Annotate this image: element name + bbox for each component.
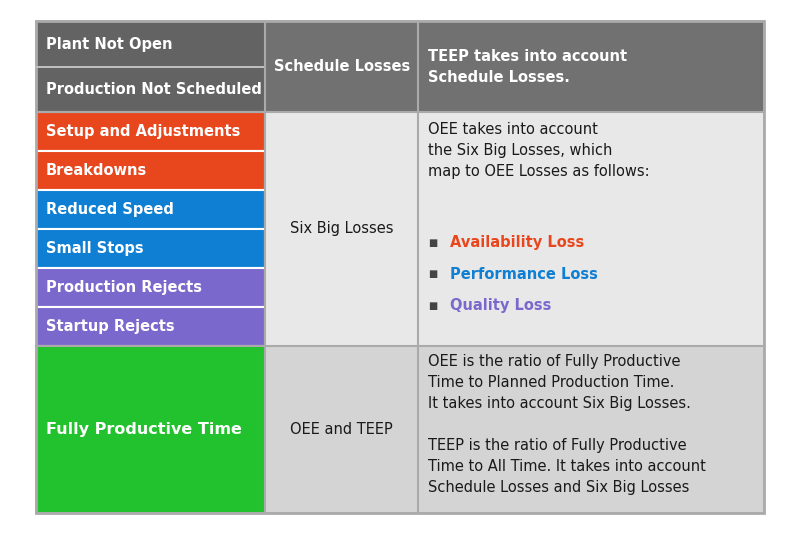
Bar <box>266 345 418 513</box>
Bar <box>36 112 266 151</box>
Bar <box>266 112 418 345</box>
Text: Fully Productive Time: Fully Productive Time <box>46 422 242 437</box>
Bar <box>36 229 266 268</box>
Text: Breakdowns: Breakdowns <box>46 163 147 178</box>
Text: Availability Loss: Availability Loss <box>450 235 585 250</box>
Bar <box>36 307 266 345</box>
Bar <box>36 21 266 67</box>
Text: OEE is the ratio of Fully Productive
Time to Planned Production Time.
It takes i: OEE is the ratio of Fully Productive Tim… <box>428 354 706 494</box>
Bar <box>266 21 418 112</box>
Text: ■: ■ <box>428 301 437 311</box>
Bar <box>36 190 266 229</box>
Text: Performance Loss: Performance Loss <box>450 267 598 282</box>
Text: TEEP takes into account
Schedule Losses.: TEEP takes into account Schedule Losses. <box>428 49 627 85</box>
Bar <box>36 151 266 190</box>
Text: OEE and TEEP: OEE and TEEP <box>290 422 393 437</box>
Bar <box>418 21 764 112</box>
Text: Schedule Losses: Schedule Losses <box>274 59 410 74</box>
Text: Production Not Scheduled: Production Not Scheduled <box>46 82 262 97</box>
Text: Reduced Speed: Reduced Speed <box>46 202 174 217</box>
Bar <box>36 268 266 307</box>
Bar <box>36 67 266 112</box>
Text: Six Big Losses: Six Big Losses <box>290 222 394 237</box>
Text: ■: ■ <box>428 238 437 248</box>
Bar <box>36 345 266 513</box>
Text: Setup and Adjustments: Setup and Adjustments <box>46 124 240 139</box>
Text: Production Rejects: Production Rejects <box>46 280 202 295</box>
Text: Plant Not Open: Plant Not Open <box>46 37 172 52</box>
Text: ■: ■ <box>428 270 437 279</box>
Bar <box>418 345 764 513</box>
Text: Quality Loss: Quality Loss <box>450 299 551 313</box>
Bar <box>418 112 764 345</box>
Text: OEE takes into account
the Six Big Losses, which
map to OEE Losses as follows:: OEE takes into account the Six Big Losse… <box>428 122 650 179</box>
Text: Startup Rejects: Startup Rejects <box>46 319 174 334</box>
Text: Small Stops: Small Stops <box>46 241 143 256</box>
